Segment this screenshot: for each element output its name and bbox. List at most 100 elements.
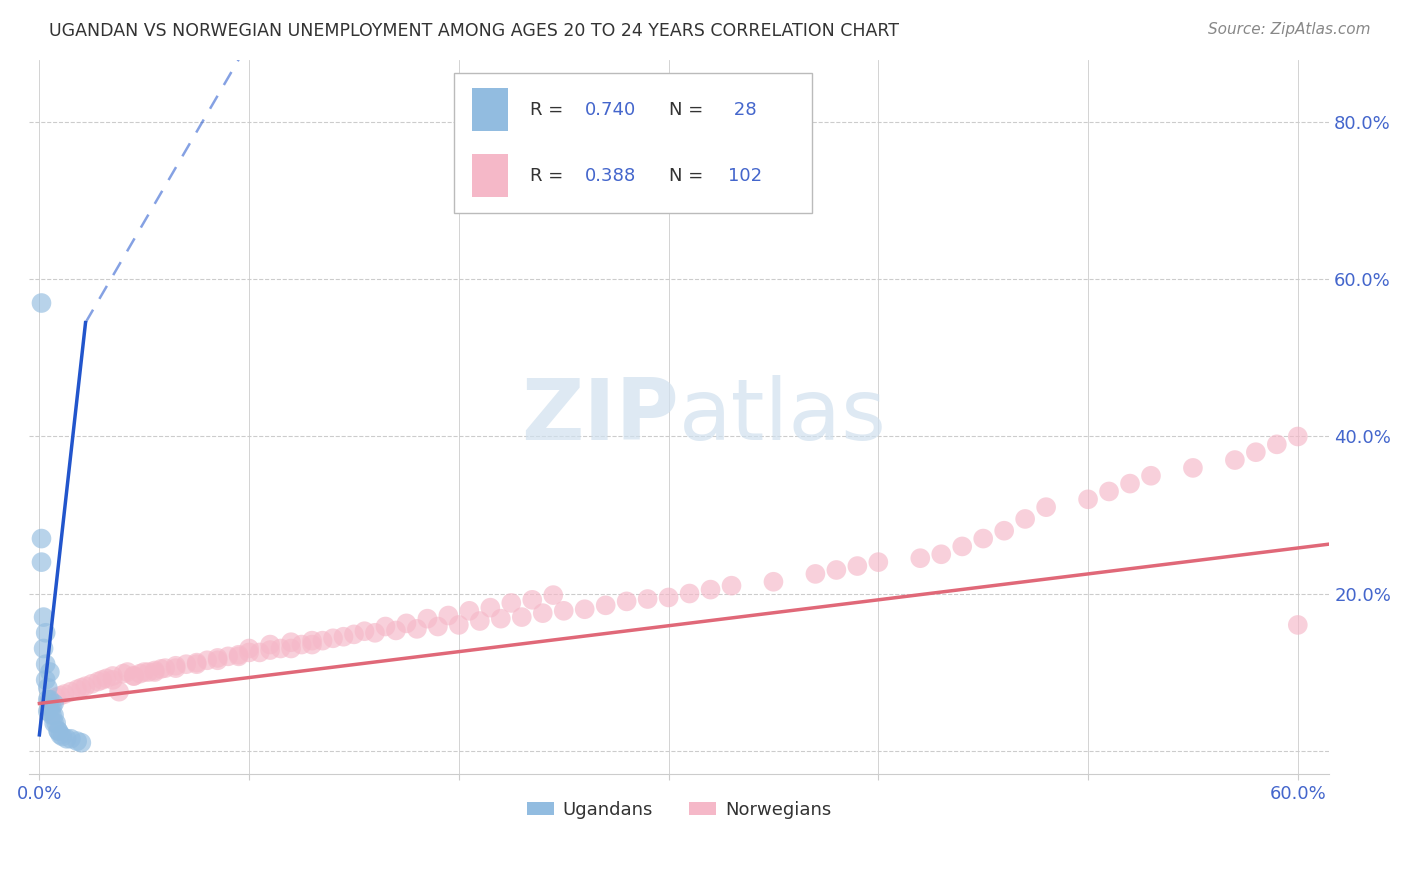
Text: R =: R = xyxy=(530,101,569,119)
Point xyxy=(31,555,53,569)
Point xyxy=(34,673,56,687)
Point xyxy=(112,666,135,681)
Point xyxy=(38,700,60,714)
Point xyxy=(75,679,97,693)
Point xyxy=(1119,476,1142,491)
Point xyxy=(42,708,65,723)
Text: R =: R = xyxy=(530,167,569,185)
Point xyxy=(31,296,53,310)
Bar xyxy=(472,88,509,131)
Point xyxy=(1223,453,1246,467)
Point xyxy=(228,648,250,662)
Point xyxy=(950,540,973,554)
Point xyxy=(1035,500,1057,515)
Point xyxy=(49,689,72,703)
Point xyxy=(143,664,166,678)
Point xyxy=(122,669,145,683)
Point xyxy=(447,618,470,632)
Point xyxy=(46,723,69,738)
Bar xyxy=(472,154,509,197)
Point xyxy=(129,666,152,681)
Point xyxy=(46,723,69,738)
Point xyxy=(522,592,544,607)
Point xyxy=(406,622,429,636)
Point xyxy=(993,524,1015,538)
Point xyxy=(929,547,952,561)
Point xyxy=(574,602,596,616)
Point xyxy=(143,665,166,679)
Point xyxy=(1286,429,1309,443)
Point xyxy=(437,608,460,623)
Point xyxy=(553,604,575,618)
Point xyxy=(155,661,177,675)
Point xyxy=(1140,468,1163,483)
Point xyxy=(38,692,60,706)
Point xyxy=(32,610,55,624)
Text: 0.388: 0.388 xyxy=(585,167,637,185)
Point xyxy=(468,614,491,628)
Point xyxy=(364,625,387,640)
Point xyxy=(259,638,281,652)
Point xyxy=(165,661,187,675)
Point xyxy=(678,586,700,600)
Point xyxy=(458,604,481,618)
Point xyxy=(637,592,659,607)
Point xyxy=(416,612,439,626)
Point xyxy=(720,579,742,593)
Point xyxy=(70,736,93,750)
Point xyxy=(53,687,76,701)
Point xyxy=(658,591,681,605)
Point xyxy=(117,665,139,679)
Point xyxy=(38,665,60,679)
Point xyxy=(311,633,333,648)
Point xyxy=(174,657,197,672)
Point xyxy=(186,657,208,672)
Point xyxy=(238,641,260,656)
Point xyxy=(1014,512,1036,526)
Point xyxy=(1286,618,1309,632)
Point xyxy=(280,635,302,649)
Point xyxy=(45,716,67,731)
Point xyxy=(238,645,260,659)
Legend: Ugandans, Norwegians: Ugandans, Norwegians xyxy=(519,793,839,826)
Point xyxy=(374,619,396,633)
Point xyxy=(259,643,281,657)
Point xyxy=(165,658,187,673)
Point xyxy=(38,692,60,706)
Point xyxy=(301,638,323,652)
Point xyxy=(41,708,63,723)
Point xyxy=(846,559,869,574)
Text: Source: ZipAtlas.com: Source: ZipAtlas.com xyxy=(1208,22,1371,37)
Point xyxy=(207,653,229,667)
Point xyxy=(270,641,292,656)
Text: N =: N = xyxy=(669,167,709,185)
Point xyxy=(80,677,103,691)
Point xyxy=(217,649,239,664)
Point xyxy=(1265,437,1288,451)
Point xyxy=(531,606,554,620)
Point xyxy=(343,627,366,641)
Point xyxy=(138,665,160,679)
Text: 102: 102 xyxy=(728,167,762,185)
Text: 28: 28 xyxy=(728,101,756,119)
Point xyxy=(195,653,218,667)
Point xyxy=(51,730,73,744)
Point xyxy=(616,594,638,608)
Point xyxy=(353,624,375,639)
Point xyxy=(66,682,89,697)
Point xyxy=(70,681,93,695)
Point xyxy=(541,588,564,602)
Point xyxy=(41,700,63,714)
Point xyxy=(55,731,77,746)
Point xyxy=(134,665,156,679)
Point xyxy=(32,641,55,656)
Point xyxy=(37,692,59,706)
Text: UGANDAN VS NORWEGIAN UNEMPLOYMENT AMONG AGES 20 TO 24 YEARS CORRELATION CHART: UGANDAN VS NORWEGIAN UNEMPLOYMENT AMONG … xyxy=(49,22,900,40)
Point xyxy=(31,532,53,546)
Point xyxy=(91,673,114,687)
Point xyxy=(510,610,533,624)
Point xyxy=(1098,484,1121,499)
Point xyxy=(972,532,994,546)
Point xyxy=(34,657,56,672)
Text: N =: N = xyxy=(669,101,709,119)
